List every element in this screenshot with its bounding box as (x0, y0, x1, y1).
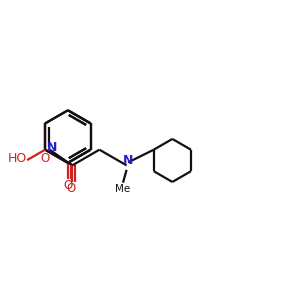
Text: O: O (66, 182, 75, 195)
Text: HO: HO (8, 152, 27, 166)
Text: Me: Me (116, 184, 130, 194)
Text: N: N (123, 154, 133, 167)
Text: O: O (63, 179, 73, 192)
Text: O: O (40, 152, 50, 165)
Text: N: N (46, 141, 57, 154)
